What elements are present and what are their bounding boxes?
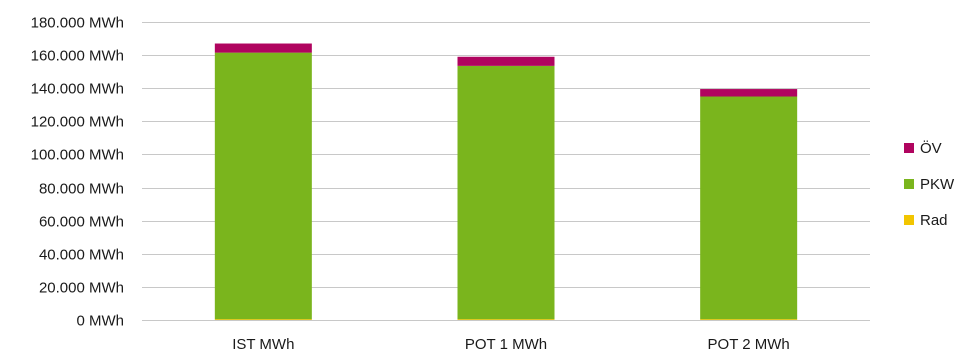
legend-label: Rad — [920, 212, 948, 229]
x-category-label: IST MWh — [232, 336, 294, 352]
y-tick-label: 100.000 MWh — [31, 147, 124, 164]
legend-swatch — [904, 143, 914, 153]
y-tick-label: 180.000 MWh — [31, 15, 124, 32]
bar-segment-pkw — [700, 96, 798, 320]
bar-segment-rad — [700, 319, 798, 320]
y-tick-label: 160.000 MWh — [31, 48, 124, 65]
legend-label: ÖV — [920, 139, 942, 157]
y-tick-label: 60.000 MWh — [39, 214, 124, 231]
y-tick-label: 140.000 MWh — [31, 81, 124, 98]
bar-segment-pkw — [214, 52, 312, 320]
legend-label: PKW — [920, 176, 955, 193]
legend-swatch — [904, 215, 914, 225]
x-axis-category-labels: IST MWh POT 1 MWh POT 2 MWh — [232, 336, 790, 352]
bar-segment-öv — [214, 43, 312, 53]
y-tick-label: 40.000 MWh — [39, 247, 124, 264]
x-category-label: POT 2 MWh — [708, 336, 790, 352]
x-category-label: POT 1 MWh — [465, 336, 547, 352]
bar-segment-rad — [457, 319, 555, 320]
bar-segment-pkw — [457, 65, 555, 320]
bar-segment-öv — [700, 89, 798, 97]
y-tick-label: 120.000 MWh — [31, 114, 124, 131]
legend-swatch — [904, 179, 914, 189]
bar-segment-rad — [214, 319, 312, 320]
bars — [214, 43, 798, 320]
y-axis-tick-labels: 0 MWh 20.000 MWh 40.000 MWh 60.000 MWh 80.00… — [31, 15, 124, 330]
y-tick-label: 0 MWh — [76, 313, 124, 330]
y-tick-label: 80.000 MWh — [39, 181, 124, 198]
legend: ÖV PKW Rad — [904, 139, 955, 229]
y-tick-label: 20.000 MWh — [39, 280, 124, 297]
bar-segment-öv — [457, 56, 555, 66]
